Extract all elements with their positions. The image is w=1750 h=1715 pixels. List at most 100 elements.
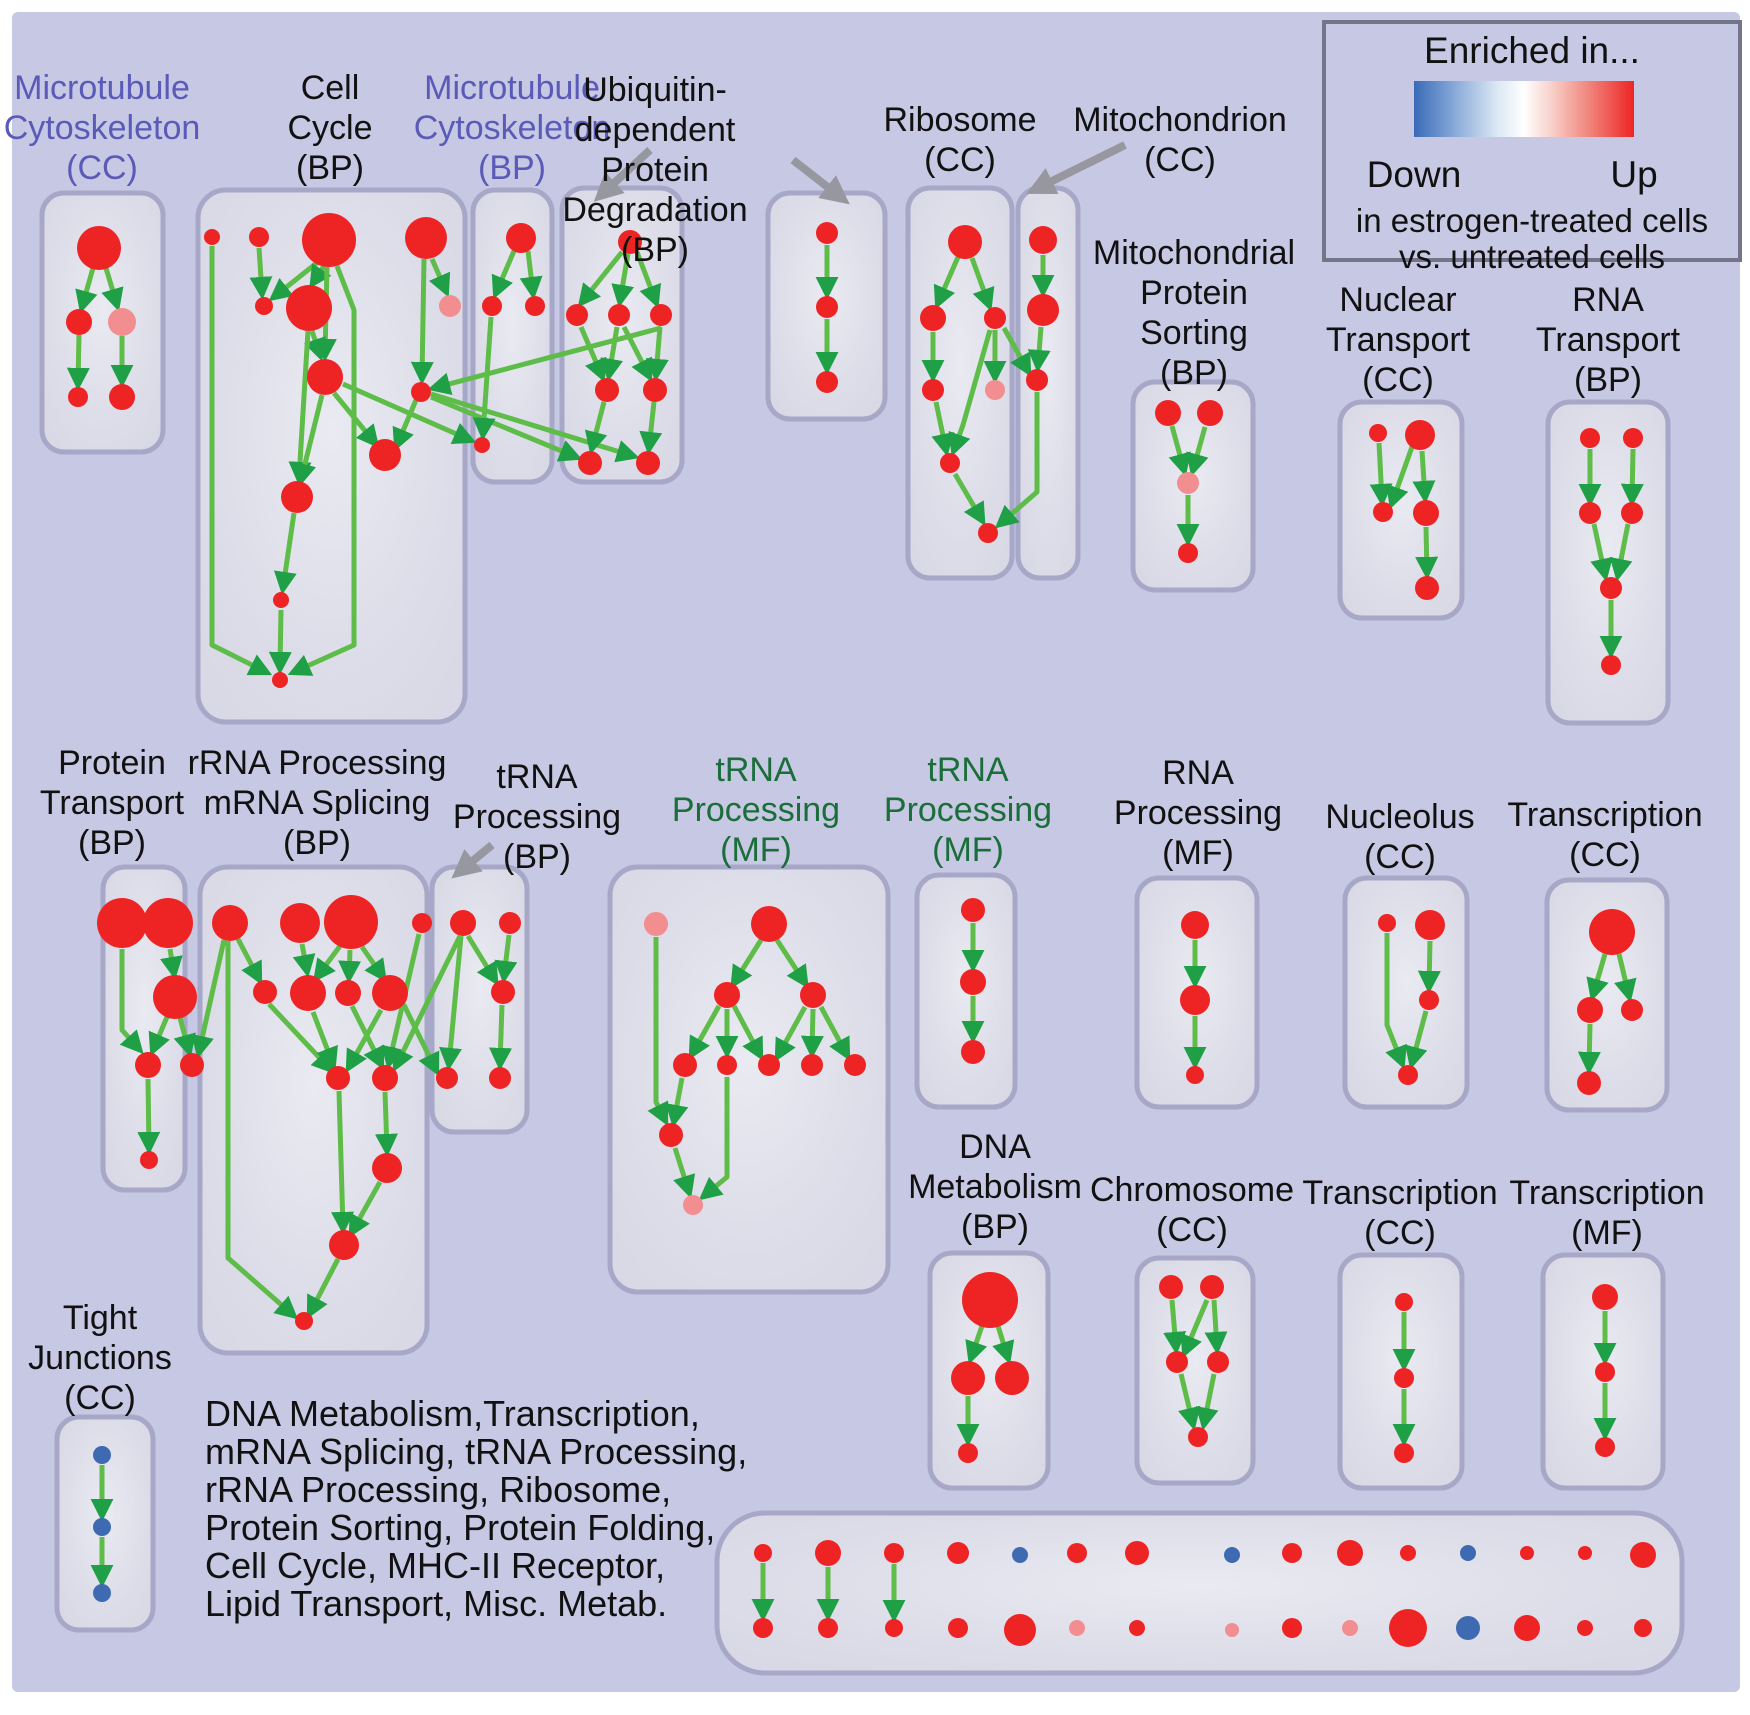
go-term-node[interactable] [143,898,193,948]
go-term-node[interactable] [1589,909,1635,955]
go-term-node[interactable] [884,1543,904,1563]
go-term-node[interactable] [109,384,135,410]
go-term-node[interactable] [1337,1540,1363,1566]
go-term-node[interactable] [1577,1071,1601,1095]
go-term-node[interactable] [281,481,313,513]
go-term-node[interactable] [1197,400,1223,426]
go-term-node[interactable] [93,1446,111,1464]
go-term-node[interactable] [1395,1293,1413,1311]
go-term-node[interactable] [922,379,944,401]
go-term-node[interactable] [714,982,740,1008]
go-term-node[interactable] [324,895,378,949]
go-term-node[interactable] [960,969,986,995]
go-term-node[interactable] [1520,1546,1534,1560]
go-term-node[interactable] [618,230,642,254]
go-term-node[interactable] [1225,1623,1239,1637]
go-term-node[interactable] [717,1055,737,1075]
go-term-node[interactable] [1155,400,1181,426]
go-term-node[interactable] [595,378,619,402]
go-term-node[interactable] [1369,424,1387,442]
go-term-node[interactable] [978,523,998,543]
go-term-node[interactable] [153,975,197,1019]
go-term-node[interactable] [1413,500,1439,526]
go-term-node[interactable] [1419,990,1439,1010]
go-term-node[interactable] [1188,1427,1208,1447]
go-term-node[interactable] [474,437,490,453]
go-term-node[interactable] [962,1272,1018,1328]
go-term-node[interactable] [1394,1443,1414,1463]
go-term-node[interactable] [1378,914,1396,932]
go-term-node[interactable] [608,304,630,326]
go-term-node[interactable] [1159,1275,1183,1299]
go-term-node[interactable] [482,296,502,316]
go-term-node[interactable] [1181,911,1209,939]
go-term-node[interactable] [273,592,289,608]
go-term-node[interactable] [411,382,431,402]
go-term-node[interactable] [491,980,515,1004]
go-term-node[interactable] [204,229,220,245]
go-term-node[interactable] [108,308,136,336]
go-term-node[interactable] [1592,1284,1618,1310]
go-term-node[interactable] [818,1618,838,1638]
go-term-node[interactable] [307,359,343,395]
go-term-node[interactable] [1415,576,1439,600]
go-term-node[interactable] [140,1151,158,1169]
go-term-node[interactable] [499,912,521,934]
go-term-node[interactable] [1026,369,1048,391]
go-term-node[interactable] [66,309,92,335]
go-term-node[interactable] [1601,655,1621,675]
go-term-node[interactable] [1400,1545,1416,1561]
go-term-node[interactable] [68,387,88,407]
go-term-node[interactable] [566,304,588,326]
go-term-node[interactable] [659,1123,683,1147]
go-term-node[interactable] [985,380,1005,400]
go-term-node[interactable] [253,980,277,1004]
go-term-node[interactable] [369,439,401,471]
go-term-node[interactable] [844,1054,866,1076]
go-term-node[interactable] [255,297,273,315]
go-term-node[interactable] [948,1618,968,1638]
go-term-node[interactable] [751,906,787,942]
go-term-node[interactable] [643,378,667,402]
go-term-node[interactable] [372,975,408,1011]
go-term-node[interactable] [800,982,826,1008]
go-term-node[interactable] [1027,294,1059,326]
go-term-node[interactable] [1580,428,1600,448]
go-term-node[interactable] [97,898,147,948]
go-term-node[interactable] [1579,502,1601,524]
go-term-node[interactable] [940,453,960,473]
go-term-node[interactable] [135,1052,161,1078]
go-term-node[interactable] [1621,502,1643,524]
go-term-node[interactable] [1177,472,1199,494]
go-term-node[interactable] [1012,1547,1028,1563]
go-term-node[interactable] [995,1361,1029,1395]
go-term-node[interactable] [302,213,356,267]
go-term-node[interactable] [673,1053,697,1077]
go-term-node[interactable] [1129,1620,1145,1636]
go-term-node[interactable] [439,295,461,317]
go-term-node[interactable] [180,1053,204,1077]
go-term-node[interactable] [1200,1275,1224,1299]
go-term-node[interactable] [525,296,545,316]
go-term-node[interactable] [1373,502,1393,522]
go-term-node[interactable] [1067,1543,1087,1563]
go-term-node[interactable] [329,1230,359,1260]
go-term-node[interactable] [578,451,602,475]
go-term-node[interactable] [1578,1546,1592,1560]
go-term-node[interactable] [290,975,326,1011]
go-term-node[interactable] [1456,1616,1480,1640]
go-term-node[interactable] [1282,1618,1302,1638]
go-term-node[interactable] [1621,999,1643,1021]
go-term-node[interactable] [816,222,838,244]
go-term-node[interactable] [372,1153,402,1183]
go-term-node[interactable] [961,1040,985,1064]
go-term-node[interactable] [1514,1615,1540,1641]
go-term-node[interactable] [1630,1542,1656,1568]
go-term-node[interactable] [815,1540,841,1566]
go-term-node[interactable] [1595,1437,1615,1457]
go-term-node[interactable] [958,1443,978,1463]
go-term-node[interactable] [758,1054,780,1076]
go-term-node[interactable] [436,1067,458,1089]
go-term-node[interactable] [93,1518,111,1536]
go-term-node[interactable] [1342,1620,1358,1636]
